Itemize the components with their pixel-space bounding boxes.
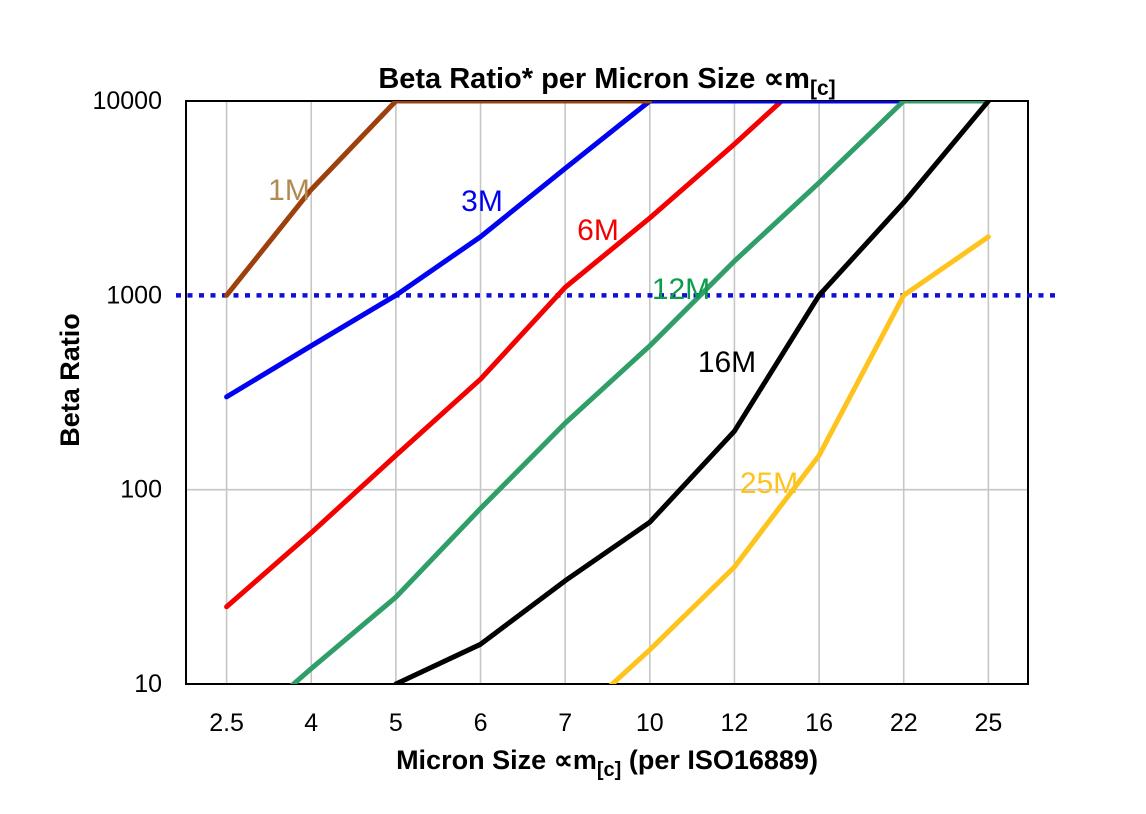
series-label-25M: 25M xyxy=(740,467,798,500)
y-tick-1000: 1000 xyxy=(106,281,162,309)
series-line-1M xyxy=(224,101,653,298)
x-tick-25: 25 xyxy=(974,709,1002,737)
series-line-6M xyxy=(224,101,786,610)
chart-title: Beta Ratio* per Micron Size ∝m[c] xyxy=(378,63,835,100)
series-label-1M: 1M xyxy=(268,174,310,207)
x-tick-6: 6 xyxy=(474,709,488,737)
series-line-16M xyxy=(393,101,991,684)
x-tick-16: 16 xyxy=(805,709,833,737)
y-tick-10000: 10000 xyxy=(92,87,162,115)
series-label-16M: 16M xyxy=(698,346,756,379)
x-tick-7: 7 xyxy=(558,709,572,737)
x-tick-12: 12 xyxy=(721,709,749,737)
x-tick-10: 10 xyxy=(636,709,664,737)
y-tick-100: 100 xyxy=(120,476,162,504)
x-tick-2.5: 2.5 xyxy=(209,709,244,737)
series-label-12M: 12M xyxy=(652,273,710,306)
series-line-12M xyxy=(289,101,991,684)
series-label-3M: 3M xyxy=(461,185,503,218)
y-tick-10: 10 xyxy=(134,670,162,698)
x-tick-5: 5 xyxy=(389,709,403,737)
series-label-6M: 6M xyxy=(577,214,619,247)
series-line-3M xyxy=(224,101,907,400)
x-tick-22: 22 xyxy=(890,709,918,737)
series-line-25M xyxy=(608,234,991,684)
x-tick-4: 4 xyxy=(304,709,318,737)
y-axis-title: Beta Ratio xyxy=(55,313,85,447)
x-axis-title: Micron Size ∝m[c] (per ISO16889) xyxy=(396,745,818,781)
